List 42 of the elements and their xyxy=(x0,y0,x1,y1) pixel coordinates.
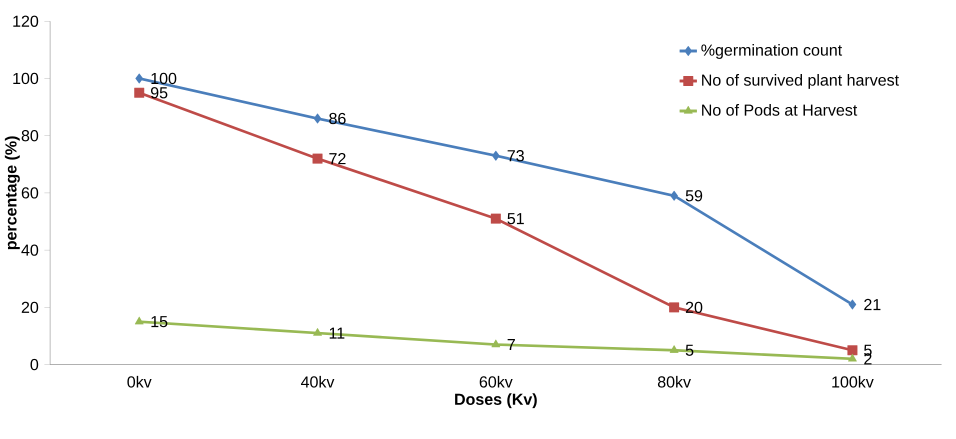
y-tick-label: 120 xyxy=(13,16,38,27)
data-label: 72 xyxy=(329,153,346,164)
legend-label: %germination count xyxy=(701,44,842,59)
x-tick-label: 80kv xyxy=(658,376,691,388)
point xyxy=(135,73,144,84)
point xyxy=(670,345,679,353)
point xyxy=(134,88,144,98)
y-tick-label: 0 xyxy=(30,358,38,370)
point xyxy=(312,154,323,164)
data-label: 59 xyxy=(686,190,702,202)
point xyxy=(848,354,857,362)
data-label: 20 xyxy=(686,302,702,314)
y-tick-label: 100 xyxy=(13,72,38,84)
legend-label: No of survived plant harvest xyxy=(702,74,899,89)
data-label: 51 xyxy=(507,213,524,224)
x-tick-label: 60kv xyxy=(480,376,513,388)
data-label: 5 xyxy=(686,344,694,356)
y-tick-label: 80 xyxy=(22,130,38,142)
x-axis-title: Doses (Kv) xyxy=(455,393,537,408)
data-label: 86 xyxy=(329,112,346,124)
x-tick-label: 0kv xyxy=(127,376,152,388)
point xyxy=(847,345,858,356)
x-tick-label: 40kv xyxy=(301,376,334,388)
point xyxy=(492,150,500,161)
x-tick-label: 100kv xyxy=(832,376,874,388)
point xyxy=(491,340,500,348)
point xyxy=(134,316,144,324)
data-label: 95 xyxy=(150,87,168,98)
data-label: 21 xyxy=(864,298,880,310)
y-tick-label: 40 xyxy=(21,244,38,256)
point xyxy=(669,302,680,312)
y-tick-label: 20 xyxy=(22,302,38,314)
y-tick-label: 60 xyxy=(22,187,38,199)
y-axis-title: percentage (%) xyxy=(4,136,20,250)
data-label: 73 xyxy=(508,150,524,162)
point xyxy=(313,328,322,336)
point xyxy=(848,300,856,310)
point xyxy=(670,190,678,201)
data-label: 100 xyxy=(151,72,176,84)
legend-label: No of Pods at Harvest xyxy=(702,104,858,116)
point xyxy=(490,214,501,224)
point xyxy=(314,114,322,124)
